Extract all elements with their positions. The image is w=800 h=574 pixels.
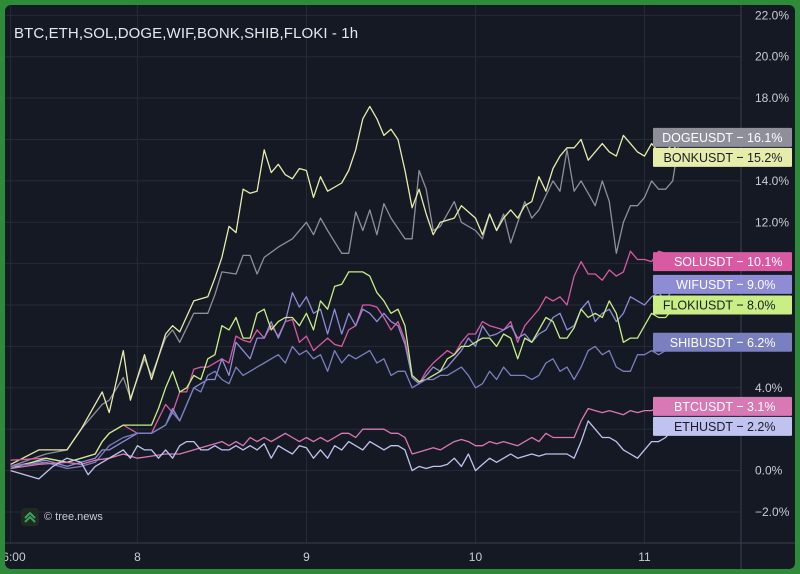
value-label-value: 6.2% xyxy=(747,336,776,350)
x-tick-label: 8 xyxy=(134,550,141,564)
y-tick-label: −2.0% xyxy=(755,505,790,519)
x-tick-label: 11 xyxy=(638,550,651,564)
chart-title: BTC,ETH,SOL,DOGE,WIF,BONK,SHIB,FLOKI - 1… xyxy=(14,25,359,42)
series-lines xyxy=(10,105,681,480)
watermark-text: © tree.news xyxy=(44,511,103,523)
y-tick-label: 22.0% xyxy=(755,8,789,22)
value-label-name: SOLUSDT xyxy=(674,255,733,269)
x-tick-label: 9 xyxy=(303,550,310,564)
series-line-wifusdt[interactable] xyxy=(10,283,681,468)
value-label-value: 9.0% xyxy=(747,278,776,292)
y-tick-label: 0.0% xyxy=(755,464,783,478)
value-label-btcusdt: BTCUSDT 3.1% xyxy=(653,396,792,416)
grid-lines xyxy=(5,5,741,543)
value-label-name: BTCUSDT xyxy=(674,400,733,414)
value-label-bonkusdt: BONKUSDT 15.2% xyxy=(653,147,792,167)
value-label-wifusdt: WIFUSDT 9.0% xyxy=(653,274,792,294)
value-label-value: 15.2% xyxy=(747,151,782,165)
value-label-value: 2.2% xyxy=(747,420,776,434)
y-tick-label: 20.0% xyxy=(755,50,789,64)
tree-logo-icon xyxy=(21,508,39,526)
value-label-value: 16.1% xyxy=(747,131,782,145)
value-label-ethusdt: ETHUSDT 2.2% xyxy=(653,416,792,436)
watermark: © tree.news xyxy=(21,508,103,526)
chart-frame: 22.0%20.0%18.0%16.0%14.0%12.0%10.0%8.0%6… xyxy=(5,5,795,569)
value-label-name: ETHUSDT xyxy=(674,420,733,434)
series-line-bonkusdt[interactable] xyxy=(10,105,681,465)
value-label-name: DOGEUSDT xyxy=(662,131,733,145)
value-label-dogeusdt: DOGEUSDT 16.1% xyxy=(653,127,792,147)
value-label-name: SHIBUSDT xyxy=(670,336,734,350)
series-line-solusdt[interactable] xyxy=(10,250,681,463)
series-line-flokiusdt[interactable] xyxy=(10,271,681,470)
series-line-btcusdt[interactable] xyxy=(10,405,680,470)
value-label-solusdt: SOLUSDT 10.1% xyxy=(653,252,792,272)
value-label-flokiusdt: FLOKIUSDT 8.0% xyxy=(653,295,792,315)
y-tick-label: 18.0% xyxy=(755,91,789,105)
value-label-name: WIFUSDT xyxy=(676,278,733,292)
x-tick-label: 06:00 xyxy=(5,550,26,564)
series-line-ethusdt[interactable] xyxy=(10,420,681,480)
y-tick-label: 14.0% xyxy=(755,174,789,188)
value-label-value: 10.1% xyxy=(747,255,782,269)
series-line-shibusdt[interactable] xyxy=(10,341,681,470)
x-axis: 06:00 8 9 10 11 xyxy=(5,542,795,564)
y-tick-label: 12.0% xyxy=(755,215,789,229)
series-value-labels: DOGEUSDT 16.1% BONKUSDT 15.2% SOLUSDT 10.1% WI… xyxy=(653,127,792,436)
value-label-value: 3.1% xyxy=(747,400,776,414)
x-tick-label: 10 xyxy=(469,550,483,564)
value-label-name: BONKUSDT xyxy=(664,151,734,165)
value-label-name: FLOKIUSDT xyxy=(663,299,734,313)
value-label-value: 8.0% xyxy=(747,299,776,313)
chart-canvas[interactable]: 22.0%20.0%18.0%16.0%14.0%12.0%10.0%8.0%6… xyxy=(5,5,795,569)
value-label-shibusdt: SHIBUSDT 6.2% xyxy=(653,332,792,352)
series-line-dogeusdt[interactable] xyxy=(10,137,681,468)
y-tick-label: 4.0% xyxy=(755,381,783,395)
